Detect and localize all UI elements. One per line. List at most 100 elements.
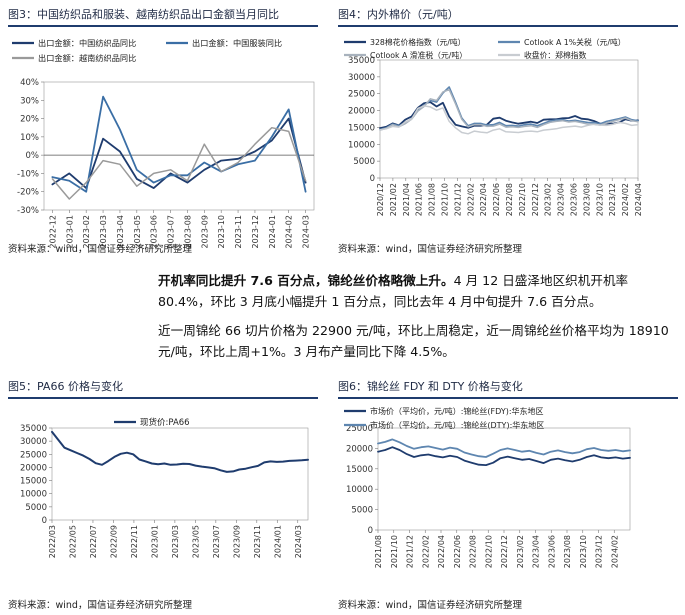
fig3-xtick-label: 2022-12 <box>48 215 57 248</box>
fig5-ytick-label: 0 <box>42 516 47 526</box>
fig5-plot-frame <box>51 427 309 521</box>
fig4-xtick-label: 2022/02 <box>466 183 475 216</box>
paragraph-1-lead: 开机率同比提升 7.6 百分点，锦纶丝价格略微上升。 <box>158 273 454 288</box>
fig3-series-line-3 <box>51 126 307 200</box>
fig3-xtick-label: 2023-05 <box>133 215 142 248</box>
fig4-xtick-label: 2021/08 <box>428 183 437 216</box>
fig4-ytick-label: 20000 <box>348 107 375 117</box>
fig4-xtick-label: 2022/10 <box>518 183 527 216</box>
fig5-ytick-label: 30000 <box>20 437 47 447</box>
fig4-xtick-label: 2024/04 <box>634 183 643 216</box>
fig6-xtick-label: 2023/04 <box>532 535 541 568</box>
fig5-title: 图5：PA66 价格与变化 <box>8 380 123 393</box>
fig4-title: 图4：内外棉价（元/吨） <box>338 8 459 21</box>
fig5-xtick-label: 2024/03 <box>294 525 303 558</box>
fig3-series-line-1 <box>51 117 307 190</box>
paragraph-1-body: 4 月 12 日盛泽地区织机开机率 80.4%，环比 3 月底小幅提升 1 百分… <box>158 273 629 309</box>
fig4-xtick-label: 2022/12 <box>531 183 540 216</box>
fig5-title-rule <box>8 397 318 399</box>
fig6-title: 图6：锦纶丝 FDY 和 DTY 价格与变化 <box>338 380 523 393</box>
fig4-series-line-1 <box>379 101 639 129</box>
fig5-xtick-label: 2023/11 <box>253 525 262 558</box>
fig3-xtick-label: 2023-10 <box>217 215 226 248</box>
fig6-xtick-label: 2021/10 <box>390 535 399 568</box>
fig4-xtick-label: 2020/12 <box>376 183 385 216</box>
fig6-plot-frame <box>377 427 631 531</box>
fig6-xtick-label: 2023/02 <box>516 535 525 568</box>
fig5-xtick-label: 2023/09 <box>232 525 241 558</box>
fig3-ytick-label: 20% <box>20 115 39 125</box>
fig3-ytick-label: -10% <box>17 169 39 179</box>
fig6-xtick-label: 2022/06 <box>453 535 462 568</box>
fig5-xtick-label: 2022/05 <box>68 525 77 558</box>
fig6-xtick-label: 2022/10 <box>484 535 493 568</box>
fig5-xtick-label: 2023/01 <box>150 525 159 558</box>
fig3-ytick-label: -30% <box>17 206 39 216</box>
fig6-ytick-label: 5000 <box>351 506 373 516</box>
fig3-chart: 40% 30% 20% 10% 0% -10% -20% -30% 2022-12 2023-01… <box>8 30 328 248</box>
fig3-ytick-label: 0% <box>26 151 40 161</box>
fig6-xtick-label: 2022/08 <box>469 535 478 568</box>
fig3-xtick-label: 2023-03 <box>99 215 108 248</box>
fig4-xtick-label: 2022/04 <box>479 183 488 216</box>
fig4-xtick-label: 2022/08 <box>505 183 514 216</box>
fig3-xtick-label: 2023-12 <box>251 215 260 248</box>
fig6-xtick-label: 2021/08 <box>374 535 383 568</box>
fig6-xtick-label: 2023/08 <box>563 535 572 568</box>
fig3-xtick-label: 2024-01 <box>268 215 277 248</box>
fig4-ytick-label: 15000 <box>348 123 375 133</box>
fig6-xtick-label: 2023/06 <box>547 535 556 568</box>
fig4-ytick-label: 0 <box>370 174 375 184</box>
fig5-ytick-label: 5000 <box>25 503 47 513</box>
fig6-ytick-label: 10000 <box>346 485 373 495</box>
fig4-xtick-label: 2024/02 <box>621 183 630 216</box>
fig3-xtick-label: 2023-07 <box>167 215 176 248</box>
fig6-ytick-label: 25000 <box>346 424 373 434</box>
fig4-xtick-label: 2021/04 <box>402 183 411 216</box>
fig5-xtick-label: 2023/07 <box>212 525 221 558</box>
fig4-xtick-label: 2023/10 <box>595 183 604 216</box>
fig3-xtick-label: 2023-04 <box>116 215 125 248</box>
fig6-legend-label-1: 市场价（平均价，元/吨）:锦纶丝(FDY):华东地区 <box>370 406 544 416</box>
fig6-ytick-label: 15000 <box>346 465 373 475</box>
fig5-ytick-label: 10000 <box>20 490 47 500</box>
fig5-ytick-label: 20000 <box>20 463 47 473</box>
fig3-ytick-label: -20% <box>17 188 39 198</box>
fig3-xtick-label: 2023-11 <box>234 215 243 248</box>
fig4-legend-label-2: Cotlook A 1%关税（元/吨） <box>524 37 626 47</box>
fig4-xtick-label: 2023/12 <box>608 183 617 216</box>
paragraph-2: 近一周锦纶 66 切片价格为 22900 元/吨，环比上周稳定，近一周锦纶丝价格… <box>158 323 669 359</box>
fig4-xtick-label: 2023/04 <box>557 183 566 216</box>
fig3-legend-label-1: 出口金额：中国纺织品同比 <box>38 38 136 48</box>
fig3-ytick-label: 10% <box>20 133 39 143</box>
fig6-ytick-label: 20000 <box>346 444 373 454</box>
fig6-ytick-label: 0 <box>368 526 373 536</box>
fig4-title-rule <box>338 25 678 27</box>
fig3-xtick-label: 2024-03 <box>302 215 311 248</box>
fig4-ytick-label: 10000 <box>348 140 375 150</box>
fig4-series-line-4 <box>379 105 639 135</box>
fig4-legend-label-4: 收盘价：郑棉指数 <box>524 50 587 60</box>
fig4-xtick-label: 2023/06 <box>570 183 579 216</box>
fig4-xtick-label: 2021/02 <box>389 183 398 216</box>
fig3-xtick-label: 2023-01 <box>65 215 74 248</box>
fig3-ytick-label: 30% <box>20 96 39 106</box>
fig3-source: 资料来源：wind，国信证券经济研究所整理 <box>8 244 192 255</box>
fig6-series-line-2 <box>377 438 631 458</box>
fig6-xtick-label: 2022/02 <box>421 535 430 568</box>
fig3-title: 图3：中国纺织品和服装、越南纺织品出口金额当月同比 <box>8 8 279 21</box>
fig3-xtick-label: 2023-08 <box>183 215 192 248</box>
fig4-source: 资料来源：wind，国信证券经济研究所整理 <box>338 244 522 255</box>
fig5-source: 资料来源：wind，国信证券经济研究所整理 <box>8 600 192 611</box>
fig6-chart: 25000 20000 15000 10000 5000 0 2021/08 2021/10 2… <box>338 400 680 595</box>
fig6-xtick-label: 2021/12 <box>406 535 415 568</box>
fig6-title-rule <box>338 397 678 399</box>
fig5-ytick-label: 15000 <box>20 477 47 487</box>
fig4-xtick-label: 2022/06 <box>492 183 501 216</box>
fig4-xtick-label: 2021/06 <box>415 183 424 216</box>
fig6-xtick-label: 2024/02 <box>610 535 619 568</box>
fig4-legend-label-1: 328棉花价格指数（元/吨） <box>370 37 465 47</box>
fig4-ytick-label: 35000 <box>348 56 375 66</box>
fig3-xtick-label: 2023-09 <box>200 215 209 248</box>
fig3-plot-frame <box>43 81 315 211</box>
